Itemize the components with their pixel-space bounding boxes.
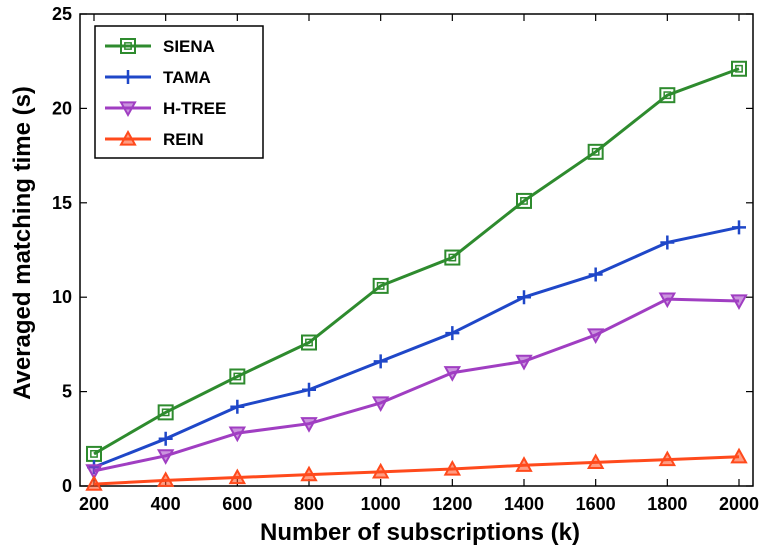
marker-triangle-up (371, 462, 390, 479)
marker-square (120, 38, 136, 54)
marker-plus (445, 326, 460, 341)
marker-triangle-up (228, 468, 247, 485)
x-tick-label: 1800 (647, 494, 687, 514)
marker-triangle-down (443, 366, 462, 382)
marker-square (301, 334, 317, 351)
marker-triangle-up (300, 465, 318, 482)
plot-frame (79, 13, 754, 487)
legend-label: SIENA (163, 37, 215, 56)
marker-triangle-up (586, 453, 605, 469)
marker-triangle-up (156, 471, 175, 487)
marker-square (444, 249, 461, 266)
marker-plus (517, 290, 531, 305)
series-layer (85, 60, 748, 491)
marker-square (731, 60, 747, 77)
marker-plus (302, 382, 316, 397)
marker-square-inner (124, 42, 132, 50)
legend-item: SIENA (105, 37, 215, 56)
series-h-tree (85, 292, 748, 480)
marker-triangle-down (156, 449, 175, 465)
series-line (93, 225, 740, 469)
marker-plus (230, 399, 245, 414)
marker-plus (660, 235, 675, 250)
marker-square-inner (376, 281, 385, 290)
series-siena (86, 60, 747, 462)
marker-square-inner (305, 338, 313, 347)
marker-triangle-up (119, 129, 137, 146)
marker-square (516, 192, 532, 209)
series-rein (85, 447, 748, 491)
x-tick-label: 2000 (719, 494, 759, 514)
y-tick-label: 20 (52, 98, 72, 118)
marker-plus (158, 431, 173, 446)
x-tick-label: 1400 (504, 494, 544, 514)
series-line (93, 67, 740, 456)
series-tama (87, 220, 746, 475)
y-tick-label: 5 (62, 382, 72, 402)
marker-triangle-down (586, 328, 605, 345)
marker-triangle-down (730, 294, 748, 311)
marker-triangle-down (228, 426, 247, 443)
y-tick-label: 10 (52, 287, 72, 307)
marker-triangle-up (658, 450, 677, 467)
marker-plus (373, 354, 388, 369)
x-tick-label: 200 (79, 494, 109, 514)
legend: SIENA TAMA H-TREE REIN (94, 25, 264, 159)
x-tick-label: 400 (151, 494, 181, 514)
marker-triangle-up (730, 447, 748, 464)
marker-triangle-up (85, 475, 103, 491)
x-tick-label: 1200 (432, 494, 472, 514)
marker-square-inner (520, 197, 528, 205)
series-line (93, 455, 740, 486)
marker-triangle-down (658, 292, 677, 309)
series-line (93, 297, 740, 473)
marker-triangle-down (85, 464, 103, 480)
marker-triangle-down (119, 101, 137, 118)
marker-square (587, 143, 604, 160)
x-tick-label: 1600 (576, 494, 616, 514)
marker-square (157, 404, 174, 421)
legend-label: TAMA (163, 68, 211, 87)
marker-square-inner (448, 253, 457, 262)
x-tick-label: 600 (222, 494, 252, 514)
marker-square-inner (735, 64, 743, 73)
marker-square-inner (161, 408, 170, 417)
legend-label: H-TREE (163, 99, 226, 118)
y-axis-label: Averaged matching time (s) (9, 86, 36, 400)
marker-plus (121, 70, 135, 84)
y-tick-label: 25 (52, 4, 72, 24)
marker-triangle-down (371, 396, 390, 412)
legend-item: REIN (105, 129, 204, 149)
marker-triangle-up (515, 456, 533, 472)
y-tick-label: 15 (52, 193, 72, 213)
marker-triangle-down (515, 354, 533, 371)
marker-square-inner (90, 450, 98, 458)
marker-plus (588, 267, 603, 282)
legend-item: H-TREE (105, 99, 226, 118)
marker-triangle-up (443, 459, 462, 476)
legend-item: TAMA (105, 68, 211, 87)
y-tick-label: 0 (62, 476, 72, 496)
x-tick-label: 1000 (361, 494, 401, 514)
marker-square-inner (591, 147, 600, 156)
x-axis-label: Number of subscriptions (k) (260, 519, 580, 546)
x-tick-label: 800 (294, 494, 324, 514)
marker-square (659, 87, 676, 104)
marker-square (229, 368, 246, 385)
marker-triangle-down (300, 417, 318, 433)
marker-square (372, 277, 389, 294)
legend-box (94, 25, 264, 159)
axes-layer: 200 400 600 800 1000 1200 1400 1600 1800 2000 0 5 10… (52, 4, 759, 514)
marker-square-inner (663, 91, 672, 100)
marker-square-inner (233, 372, 242, 381)
legend-label: REIN (163, 130, 204, 149)
marker-plus (732, 220, 746, 235)
